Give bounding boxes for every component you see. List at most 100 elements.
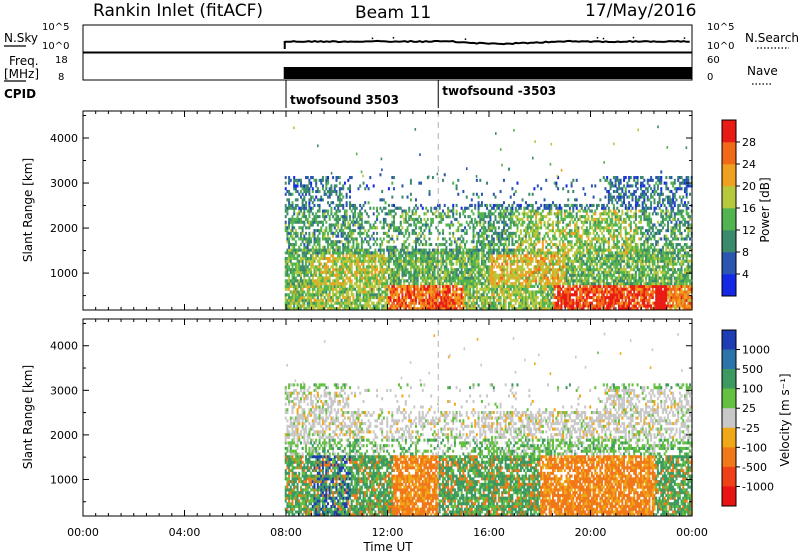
heatmap-cell xyxy=(409,198,412,202)
heatmap-cell xyxy=(440,276,443,280)
heatmap-cell xyxy=(345,256,348,261)
heatmap-cell xyxy=(530,262,533,266)
heatmap-cell xyxy=(355,245,358,249)
heatmap-cell xyxy=(540,293,543,297)
heatmap-cell xyxy=(514,206,517,210)
heatmap-cell xyxy=(421,256,424,261)
heatmap-cell xyxy=(425,223,428,227)
heatmap-cell xyxy=(469,203,472,208)
heatmap-cell xyxy=(284,293,287,297)
heatmap-cell xyxy=(418,226,421,230)
heatmap-cell xyxy=(443,243,446,247)
heatmap-cell xyxy=(533,284,536,288)
heatmap-cell xyxy=(414,231,417,235)
heatmap-cell xyxy=(531,229,534,233)
heatmap-cell xyxy=(442,178,445,182)
heatmap-cell xyxy=(396,307,399,311)
heatmap-cell xyxy=(545,231,548,235)
heatmap-cell xyxy=(308,231,311,235)
heatmap-cell xyxy=(548,293,551,297)
heatmap-cell xyxy=(291,298,294,302)
heatmap-cell xyxy=(435,206,438,210)
heatmap-cell xyxy=(579,217,582,221)
heatmap-cell xyxy=(321,282,324,286)
heatmap-cell xyxy=(504,251,507,255)
heatmap-cell xyxy=(548,304,551,308)
heatmap-cell xyxy=(360,276,363,280)
heatmap-cell xyxy=(333,273,336,277)
heatmap-cell xyxy=(443,268,446,272)
heatmap-cell xyxy=(343,296,346,300)
heatmap-cell xyxy=(558,296,561,300)
heatmap-cell xyxy=(308,296,311,300)
heatmap-cell xyxy=(291,234,294,238)
heatmap-cell xyxy=(349,301,351,305)
heatmap-cell xyxy=(428,301,431,305)
nsearch-tick-bottom: 10^0 xyxy=(707,41,734,52)
heatmap-cell xyxy=(332,279,335,283)
heatmap-cell xyxy=(313,304,316,308)
heatmap-cell xyxy=(318,209,321,213)
heatmap-cell xyxy=(389,268,392,272)
heatmap-cell xyxy=(421,270,424,275)
heatmap-cell xyxy=(371,301,373,305)
heatmap-cell xyxy=(438,304,441,308)
heatmap-cell xyxy=(496,293,499,297)
heatmap-cell xyxy=(453,282,456,286)
heatmap-cell xyxy=(327,276,330,280)
heatmap-cell xyxy=(580,304,583,308)
heatmap-cell xyxy=(393,209,395,213)
heatmap-cell xyxy=(310,304,313,308)
heatmap-cell xyxy=(342,251,345,255)
heatmap-cell xyxy=(464,290,467,294)
heatmap-cell xyxy=(552,265,554,269)
heatmap-cell xyxy=(535,276,538,280)
heatmap-cell xyxy=(431,220,434,224)
heatmap-cell xyxy=(514,215,517,219)
heatmap-cell xyxy=(565,298,568,302)
heatmap-cell xyxy=(352,220,355,224)
heatmap-cell xyxy=(540,256,543,261)
heatmap-cell xyxy=(562,229,565,233)
heatmap-cell xyxy=(320,301,323,305)
heatmap-cell xyxy=(338,268,341,272)
heatmap-cell xyxy=(291,203,294,208)
heatmap-cell xyxy=(438,203,441,208)
heatmap-cell xyxy=(482,215,485,219)
heatmap-cell xyxy=(301,282,304,286)
heatmap-cell xyxy=(555,282,558,286)
heatmap-cell xyxy=(555,243,558,247)
heatmap-cell xyxy=(288,282,291,286)
heatmap-cell xyxy=(381,298,384,302)
heatmap-cell xyxy=(371,307,373,311)
heatmap-cell xyxy=(382,206,385,210)
heatmap-cell xyxy=(450,223,453,227)
heatmap-cell xyxy=(535,229,538,233)
heatmap-cell xyxy=(352,212,355,216)
heatmap-cell xyxy=(436,251,439,255)
heatmap-cell xyxy=(404,301,407,305)
heatmap-cell xyxy=(435,293,438,297)
heatmap-cell xyxy=(494,243,497,247)
heatmap-cell xyxy=(333,243,336,247)
heatmap-cell xyxy=(457,282,460,286)
heatmap-cell xyxy=(464,256,467,261)
heatmap-cell xyxy=(381,265,384,269)
heatmap-cell xyxy=(403,262,406,266)
heatmap-cell xyxy=(514,209,517,213)
heatmap-cell xyxy=(585,248,588,252)
heatmap-cell xyxy=(306,176,309,180)
heatmap-cell xyxy=(330,212,333,216)
heatmap-cell xyxy=(492,192,495,196)
heatmap-cell xyxy=(557,290,560,294)
heatmap-cell xyxy=(416,206,419,210)
heatmap-cell xyxy=(474,251,477,255)
heatmap-cell xyxy=(491,254,494,258)
heatmap-cell xyxy=(372,256,375,261)
heatmap-cell xyxy=(393,307,395,311)
heatmap-cell xyxy=(284,296,287,300)
heatmap-cell xyxy=(286,248,289,252)
heatmap-cell xyxy=(294,276,297,280)
heatmap-cell xyxy=(371,270,373,275)
heatmap-cell xyxy=(350,262,353,266)
